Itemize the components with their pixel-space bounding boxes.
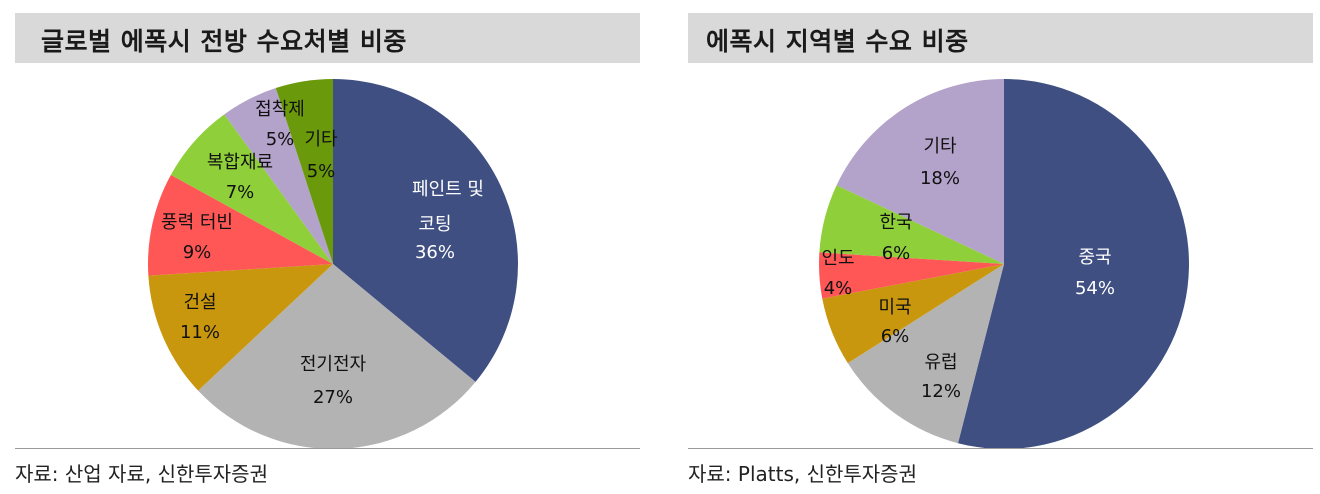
left-slice-label-3: 풍력 터빈 <box>161 212 233 233</box>
left-pie-slice-6 <box>275 79 333 264</box>
right-pie-slice-3 <box>819 252 1004 299</box>
left-slice-value-6: 5% <box>307 161 336 182</box>
right-slice-label-3: 인도 <box>821 248 854 269</box>
right-slice-label-2: 미국 <box>878 297 911 318</box>
right-slice-label-4: 한국 <box>879 212 912 233</box>
right-slice-value-4: 6% <box>882 243 911 264</box>
right-slice-label-0: 중국 <box>1078 247 1111 268</box>
left-chart-title: 글로벌 에폭시 전방 수요처별 비중 <box>41 27 407 56</box>
left-divider <box>15 448 640 449</box>
right-pie-slice-4 <box>819 185 1004 264</box>
right-source-note: 자료: Platts, 신한투자증권 <box>688 462 917 486</box>
left-pie-slice-1 <box>198 264 476 448</box>
left-slice-label-6: 기타 <box>304 129 338 150</box>
left-pie-chart: 페인트 및코팅 36% 전기전자 27% 건설 11% 풍력 터빈 9% 복합재료 7% 접착제 5%… <box>148 79 518 448</box>
left-slice-value-1: 27% <box>313 387 353 408</box>
right-chart-panel: 에폭시 지역별 수요 비중 중국 54% 유럽 12% 미국 6% 인도 4% 한국 6% 기타 18… <box>688 0 1313 494</box>
right-slice-value-5: 18% <box>920 168 960 189</box>
right-chart-title: 에폭시 지역별 수요 비중 <box>706 27 969 56</box>
left-slice-label-0: 페인트 및 <box>412 179 484 200</box>
right-divider <box>688 448 1313 449</box>
left-slice-value-5: 5% <box>266 129 295 150</box>
right-slice-value-1: 12% <box>921 381 961 402</box>
right-pie-slice-5 <box>836 79 1004 264</box>
right-slice-value-2: 6% <box>881 326 910 347</box>
right-pie-slice-0 <box>957 79 1189 448</box>
right-pie-slice-2 <box>822 264 1004 364</box>
left-pie-slice-0 <box>333 79 518 382</box>
right-pie-chart: 중국 54% 유럽 12% 미국 6% 인도 4% 한국 6% 기타 18% <box>819 79 1189 448</box>
left-slice-label-2: 건설 <box>183 292 216 313</box>
left-slice-label-5: 접착제 <box>255 99 305 120</box>
left-slice-label-4: 복합재료 <box>207 152 273 173</box>
left-title-bar: 글로벌 에폭시 전방 수요처별 비중 <box>15 13 640 63</box>
left-slice-value-4: 7% <box>226 182 255 203</box>
right-slice-value-3: 4% <box>824 278 853 299</box>
left-slice-value-3: 9% <box>183 242 212 263</box>
left-pie-slice-4 <box>170 114 333 264</box>
left-source-note: 자료: 산업 자료, 신한투자증권 <box>15 462 268 486</box>
right-pie-slice-1 <box>847 264 1004 444</box>
right-slice-value-0: 54% <box>1075 278 1115 299</box>
right-slice-label-5: 기타 <box>923 136 957 157</box>
right-title-bar: 에폭시 지역별 수요 비중 <box>688 13 1313 63</box>
left-slice-label-0-line2: 코팅 <box>418 214 451 235</box>
left-pie-slice-2 <box>148 264 333 391</box>
left-slice-value-2: 11% <box>180 322 220 343</box>
left-pie-slice-3 <box>148 174 333 276</box>
left-pie-slice-5 <box>224 88 333 264</box>
left-slice-label-1: 전기전자 <box>300 354 367 375</box>
right-slice-label-1: 유럽 <box>924 352 957 373</box>
left-slice-value-0: 36% <box>415 242 455 263</box>
